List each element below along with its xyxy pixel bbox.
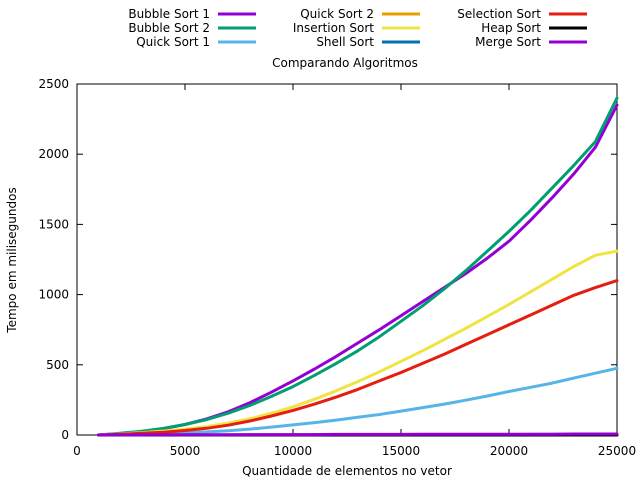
x-axis-label: Quantidade de elementos no vetor xyxy=(242,464,452,478)
x-axis: 0 5000 10000 15000 20000 25000 xyxy=(73,84,636,458)
x-tick-label: 10000 xyxy=(274,444,312,458)
series-lines xyxy=(97,96,619,437)
series-line-quick-sort-1 xyxy=(97,366,619,437)
legend-label-insertion-sort: Insertion Sort xyxy=(293,21,374,35)
legend-label-bubble-sort-2: Bubble Sort 2 xyxy=(128,21,210,35)
legend-label-quick-sort-2: Quick Sort 2 xyxy=(300,7,374,21)
x-tick-label: 25000 xyxy=(598,444,636,458)
plot-frame xyxy=(76,83,618,436)
x-tick-label: 5000 xyxy=(170,444,201,458)
x-tick-label: 15000 xyxy=(382,444,420,458)
y-tick-label: 0 xyxy=(61,428,69,442)
y-tick-label: 500 xyxy=(46,358,69,372)
legend-label-heap-sort: Heap Sort xyxy=(481,21,541,35)
series-line-merge-sort xyxy=(97,432,619,437)
y-tick-label: 2000 xyxy=(38,147,69,161)
legend-label-quick-sort-1: Quick Sort 1 xyxy=(136,35,210,49)
series-line-selection-sort xyxy=(97,279,619,437)
y-tick-label: 1000 xyxy=(38,288,69,302)
y-tick-label: 2500 xyxy=(38,77,69,91)
legend-label-selection-sort: Selection Sort xyxy=(457,7,541,21)
x-tick-label: 0 xyxy=(73,444,81,458)
legend-label-bubble-sort-1: Bubble Sort 1 xyxy=(128,7,210,21)
series-line-bubble-sort-2 xyxy=(97,96,619,437)
legend-label-merge-sort: Merge Sort xyxy=(475,35,541,49)
y-axis-label: Tempo em milisegundos xyxy=(5,187,19,333)
chart-title: Comparando Algoritmos xyxy=(272,56,418,70)
legend-label-shell-sort: Shell Sort xyxy=(316,35,374,49)
x-tick-label: 20000 xyxy=(490,444,528,458)
y-tick-label: 1500 xyxy=(38,217,69,231)
